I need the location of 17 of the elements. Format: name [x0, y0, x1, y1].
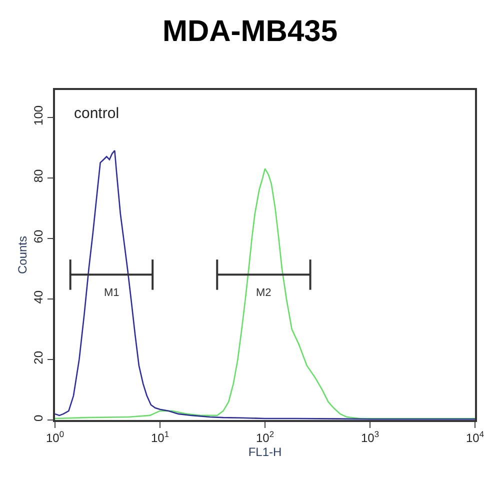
x-tick-label: 10$^{4}$: [466, 429, 484, 446]
x-tick-label: 10$^{3}$: [360, 429, 380, 446]
y-tick-label: 40: [31, 290, 46, 304]
y-tick-label: 20: [31, 350, 46, 364]
y-tick-label: 80: [31, 169, 46, 183]
y-tick-label: 0: [31, 414, 46, 422]
y-tick-label: 100: [31, 105, 46, 126]
chart-title: MDA-MB435: [162, 15, 338, 48]
x-tick-label: 10$^{0}$: [46, 429, 64, 446]
x-axis-title: FL1-H: [248, 445, 282, 460]
series-label: M1: [104, 287, 120, 299]
y-tick-label: 60: [31, 230, 46, 244]
x-tick-label: 10$^{1}$: [150, 429, 170, 446]
series-label: M2: [256, 287, 272, 299]
annotation: control: [74, 105, 120, 122]
y-axis-title: Counts: [15, 236, 30, 274]
x-tick-label: 10$^{2}$: [256, 429, 274, 446]
